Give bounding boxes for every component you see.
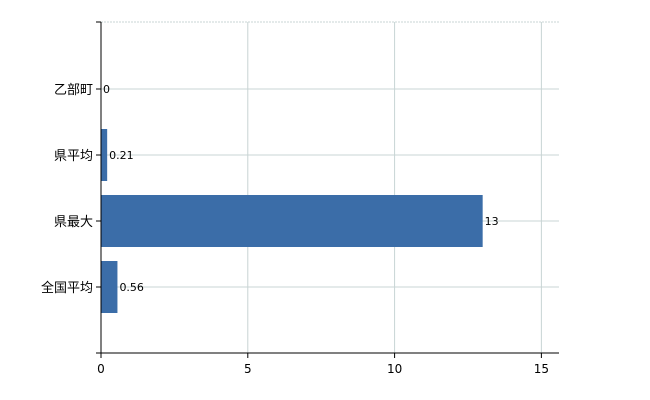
bar-2 bbox=[101, 195, 483, 247]
x-tick-label: 5 bbox=[244, 362, 252, 376]
data-label-3: 0.56 bbox=[119, 281, 144, 294]
y-tick-label: 県最大 bbox=[54, 215, 93, 230]
bar-3 bbox=[101, 261, 118, 313]
x-tick-label: 0 bbox=[97, 362, 105, 376]
y-tick-label: 全国平均 bbox=[41, 280, 93, 296]
data-label-2: 13 bbox=[485, 215, 499, 228]
y-tick-label: 乙部町 bbox=[54, 83, 93, 98]
bar-1 bbox=[101, 129, 108, 181]
data-label-0: 0 bbox=[103, 83, 110, 96]
x-tick-label: 15 bbox=[534, 362, 549, 376]
x-tick-label: 10 bbox=[387, 362, 402, 376]
data-label-1: 0.21 bbox=[109, 149, 133, 162]
y-tick-label: 県平均 bbox=[54, 149, 93, 164]
